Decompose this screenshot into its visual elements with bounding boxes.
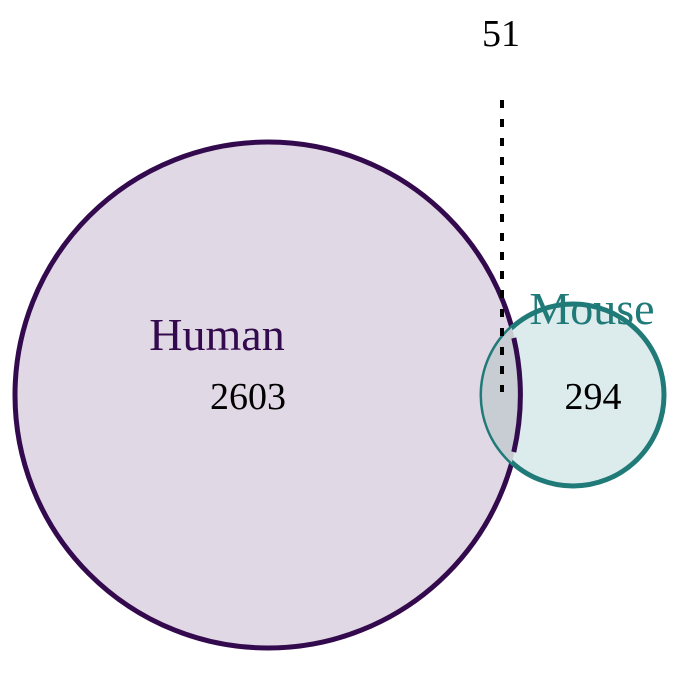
human-set-label: Human: [149, 309, 284, 360]
human-set-outline: [511, 337, 523, 453]
mouse-only-count: 294: [565, 376, 622, 418]
mouse-set-label: Mouse: [529, 283, 654, 334]
intersection-count: 51: [482, 13, 520, 55]
human-only-count: 2603: [210, 376, 286, 418]
